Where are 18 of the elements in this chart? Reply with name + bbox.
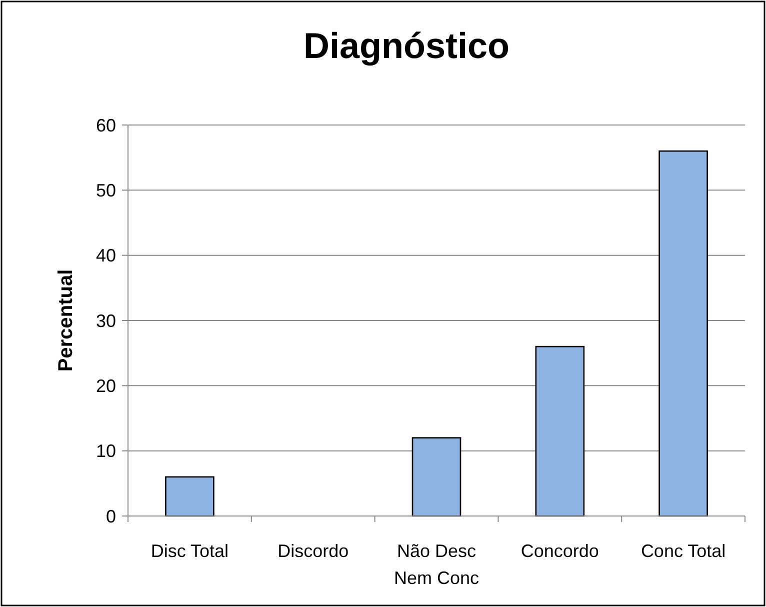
y-tick-label: 40 [96, 246, 116, 266]
y-tick-label: 20 [96, 376, 116, 396]
x-tick-label: Concordo [520, 541, 599, 561]
y-axis-title: Percentual [55, 269, 77, 372]
x-tick-label: Não Desc Nem Conc [394, 541, 480, 588]
x-tick-label: Discordo [278, 541, 349, 561]
y-tick-label: 30 [96, 310, 116, 331]
y-tick-label: 10 [96, 441, 116, 462]
x-tick-label: Disc Total [150, 541, 229, 561]
y-tick-label: 60 [96, 115, 116, 136]
y-tick-label: 50 [96, 180, 116, 200]
bar [412, 437, 462, 517]
y-tick-label: 0 [106, 506, 116, 526]
bar [165, 476, 214, 517]
x-tick-label: Conc Total [640, 541, 726, 561]
bar [658, 150, 708, 517]
chart-title: Diagnóstico [303, 25, 510, 66]
bar [535, 346, 585, 517]
